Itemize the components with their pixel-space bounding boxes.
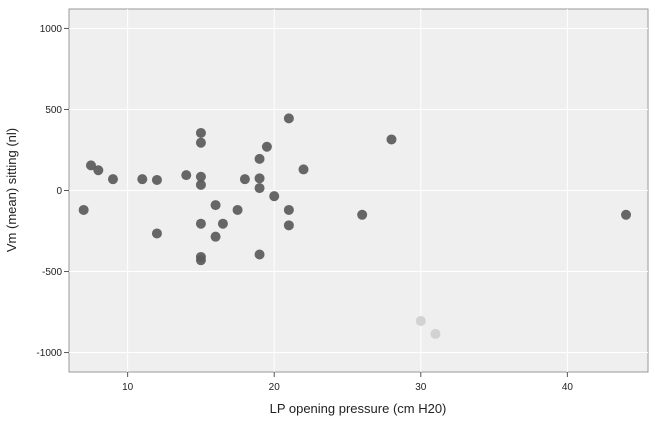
data-point (261, 141, 272, 152)
data-point (151, 174, 162, 185)
data-point (85, 160, 96, 171)
faded-data-point (430, 328, 441, 339)
data-point (283, 204, 294, 215)
data-point (357, 209, 368, 220)
data-point (217, 218, 228, 229)
x-axis: 10 20 30 40 (122, 9, 573, 393)
data-point (298, 164, 309, 175)
data-point (93, 165, 104, 176)
x-tick-label: 10 (122, 382, 134, 393)
x-tick-label: 20 (269, 382, 281, 393)
data-point (269, 191, 280, 202)
x-axis-title: LP opening pressure (cm H20) (270, 401, 447, 416)
data-point (210, 200, 221, 211)
data-point (107, 174, 118, 185)
y-axis-title: Vm (mean) sitting (nl) (4, 128, 19, 252)
data-point (195, 255, 206, 266)
data-point (239, 174, 250, 185)
data-point (195, 137, 206, 148)
data-point (621, 209, 632, 220)
y-axis: -1000 -500 0 500 1000 (36, 24, 648, 359)
y-tick-label: -1000 (36, 348, 62, 359)
data-points (78, 113, 632, 339)
faded-data-point (415, 315, 426, 326)
x-tick-label: 30 (415, 382, 427, 393)
data-point (283, 113, 294, 124)
data-point (254, 173, 265, 184)
data-point (195, 179, 206, 190)
data-point (195, 127, 206, 138)
data-point (254, 183, 265, 194)
data-point (195, 171, 206, 182)
data-point (137, 174, 148, 185)
data-point (78, 204, 89, 215)
y-tick-label: 0 (56, 186, 62, 197)
y-tick-label: 500 (45, 105, 62, 116)
data-point (151, 228, 162, 239)
y-tick-label: 1000 (40, 24, 63, 35)
data-point (254, 153, 265, 164)
data-point (195, 218, 206, 229)
data-point (283, 220, 294, 231)
data-point (232, 204, 243, 215)
data-point (181, 170, 192, 181)
data-point (386, 134, 397, 145)
y-tick-label: -500 (42, 267, 62, 278)
data-point (210, 231, 221, 242)
data-point (254, 249, 265, 260)
x-tick-label: 40 (562, 382, 574, 393)
